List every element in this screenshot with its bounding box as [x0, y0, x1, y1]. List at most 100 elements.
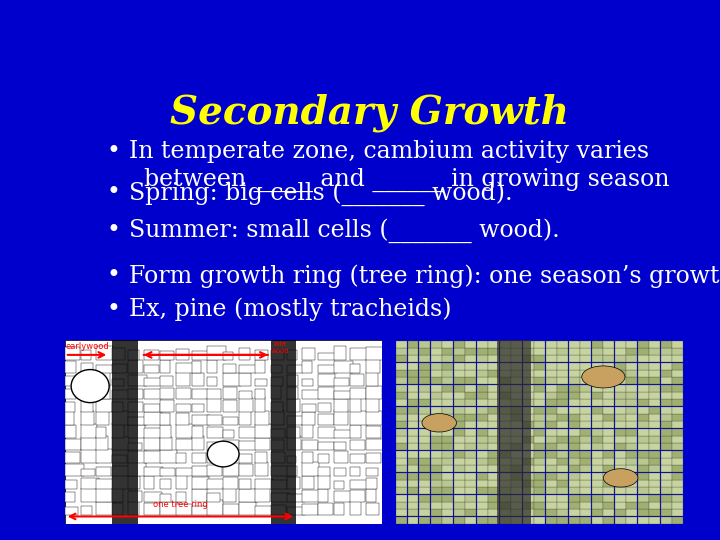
Bar [638, 370, 649, 377]
Bar [638, 407, 649, 414]
Bar [81, 440, 93, 450]
Bar [128, 352, 145, 360]
Bar [350, 507, 360, 515]
Bar [396, 443, 407, 450]
Bar [287, 477, 302, 489]
Bar [112, 386, 131, 399]
Bar [534, 480, 545, 487]
Bar [271, 439, 281, 450]
Bar [477, 355, 487, 362]
Bar [626, 414, 637, 421]
Bar [465, 421, 476, 428]
Bar [318, 353, 335, 360]
Bar [271, 340, 296, 524]
Bar [396, 451, 407, 458]
Bar [192, 450, 204, 463]
Bar [488, 465, 499, 472]
Bar [431, 480, 441, 487]
Bar [419, 488, 430, 495]
Bar [569, 377, 580, 384]
Bar [144, 411, 154, 424]
Bar [65, 467, 78, 476]
Bar [557, 414, 568, 421]
Bar [65, 373, 74, 386]
Bar [569, 355, 580, 362]
Bar [65, 490, 80, 502]
Bar [465, 429, 476, 436]
Bar [350, 376, 366, 386]
Bar [592, 502, 603, 509]
Bar [176, 384, 190, 399]
Bar [500, 362, 510, 369]
Bar [223, 377, 234, 386]
Bar [465, 436, 476, 443]
Bar [239, 507, 255, 515]
Bar [176, 350, 188, 360]
Bar [271, 415, 284, 424]
Bar [408, 480, 418, 487]
Bar [366, 443, 384, 450]
Bar [580, 443, 591, 450]
Bar [523, 370, 534, 377]
Bar [546, 348, 557, 355]
Bar [603, 370, 614, 377]
Bar [546, 472, 557, 480]
Bar [557, 472, 568, 480]
Bar [523, 443, 534, 450]
Bar [465, 414, 476, 421]
Bar [465, 355, 476, 362]
Bar [160, 353, 171, 360]
Text: •: • [107, 140, 121, 163]
Bar [580, 414, 591, 421]
Bar [408, 384, 418, 391]
Bar [176, 373, 194, 386]
Text: •: • [107, 265, 121, 287]
Bar [431, 370, 441, 377]
Bar [408, 465, 418, 472]
Text: Spring: big cells (_______ wood).: Spring: big cells (_______ wood). [129, 181, 513, 206]
Bar [192, 377, 205, 386]
Bar [431, 392, 441, 399]
Bar [477, 370, 487, 377]
Bar [271, 507, 285, 515]
Bar [112, 481, 126, 489]
Bar [557, 348, 568, 355]
Bar [96, 491, 113, 502]
Bar [500, 341, 510, 348]
Bar [672, 458, 683, 465]
Bar [626, 443, 637, 450]
Bar [207, 476, 218, 489]
Bar [350, 385, 364, 399]
Bar [500, 451, 510, 458]
Bar [523, 458, 534, 465]
Bar [580, 341, 591, 348]
Bar [192, 468, 207, 476]
Bar [318, 400, 332, 412]
Bar [592, 451, 603, 458]
Bar [408, 517, 418, 524]
Bar [546, 341, 557, 348]
Bar [523, 451, 534, 458]
Bar [569, 465, 580, 472]
Bar [546, 429, 557, 436]
Bar [488, 370, 499, 377]
Bar [534, 509, 545, 516]
Bar [603, 465, 614, 472]
Bar [626, 384, 637, 391]
Bar [511, 465, 522, 472]
Bar [488, 392, 499, 399]
Bar [511, 472, 522, 480]
Bar [302, 362, 321, 373]
Bar [580, 377, 591, 384]
Bar [223, 384, 241, 399]
Bar [176, 467, 189, 476]
Bar [580, 502, 591, 509]
Bar [511, 517, 522, 524]
Bar [419, 436, 430, 443]
Bar [160, 377, 175, 386]
Bar [239, 481, 251, 489]
Bar [431, 465, 441, 472]
Bar [454, 355, 464, 362]
Bar [672, 509, 683, 516]
Bar [500, 399, 510, 406]
